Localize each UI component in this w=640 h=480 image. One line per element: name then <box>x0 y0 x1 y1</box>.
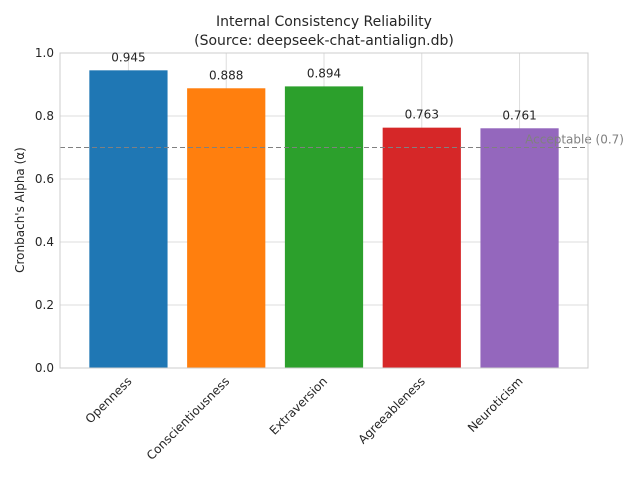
y-tick-label: 0.4 <box>35 235 54 249</box>
y-tick-label: 0.8 <box>35 109 54 123</box>
y-ticks: 0.0 0.2 0.4 0.6 0.8 1.0 <box>35 46 54 375</box>
data-label: 0.888 <box>209 68 243 82</box>
bars <box>89 70 559 368</box>
bar <box>480 128 559 368</box>
data-label: 0.761 <box>502 108 536 122</box>
data-labels: 0.945 0.888 0.894 0.763 0.761 <box>111 50 536 122</box>
data-label: 0.894 <box>307 66 341 80</box>
x-tick-label: Openness <box>83 374 135 426</box>
y-tick-label: 0.2 <box>35 298 54 312</box>
x-tick-label: Conscientiousness <box>144 374 233 463</box>
y-tick-label: 0.6 <box>35 172 54 186</box>
plot-frame <box>59 52 589 369</box>
bar <box>187 88 266 368</box>
reference-line-label: Acceptable (0.7) <box>525 133 624 147</box>
y-tick-label: 1.0 <box>35 46 54 60</box>
chart-subtitle: (Source: deepseek-chat-antialign.db) <box>194 33 454 49</box>
bar <box>382 127 461 368</box>
bar <box>89 70 168 368</box>
x-tick-label: Neuroticism <box>465 374 526 435</box>
x-tick-label: Agreeableness <box>355 374 427 446</box>
bar <box>284 86 364 368</box>
data-label: 0.763 <box>405 108 439 122</box>
y-axis-label: Cronbach's Alpha (α) <box>13 147 27 273</box>
x-ticks: Openness Conscientiousness Extraversion Agr… <box>83 374 526 463</box>
y-tick-label: 0.0 <box>35 361 54 375</box>
reference-line-group: Acceptable (0.7) <box>60 133 624 148</box>
x-tick-label: Extraversion <box>267 374 330 437</box>
data-label: 0.945 <box>111 50 145 64</box>
chart-title: Internal Consistency Reliability <box>216 14 432 30</box>
